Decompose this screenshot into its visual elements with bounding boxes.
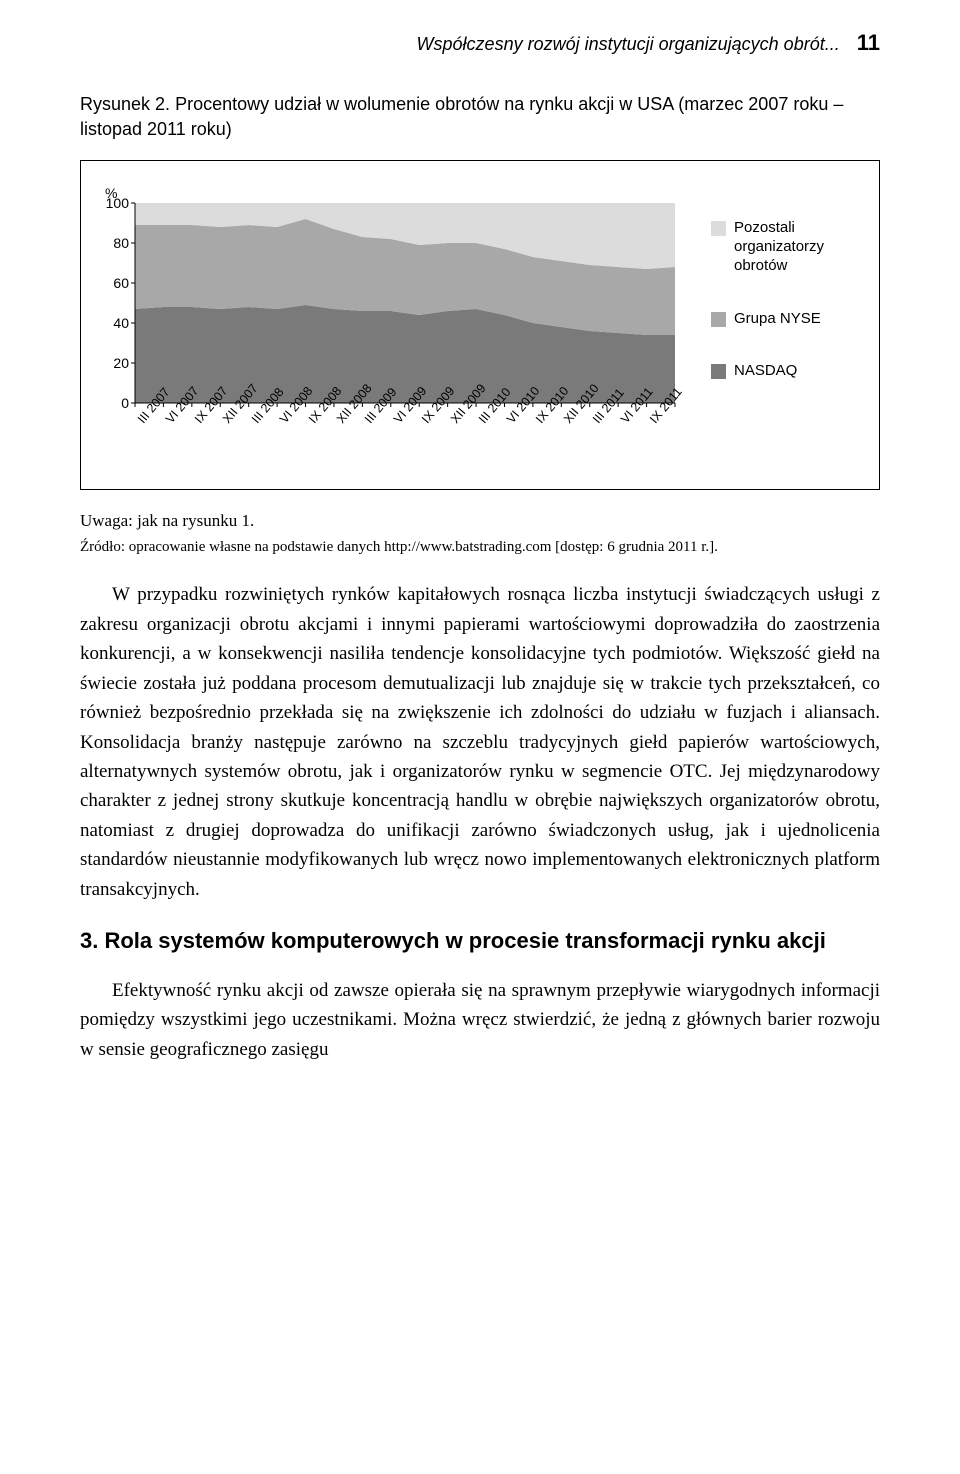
- figure-caption: Rysunek 2. Procentowy udział w wolumenie…: [80, 92, 880, 142]
- y-tick-label: 0: [99, 395, 129, 411]
- x-axis-labels: III 2007 VI 2007 IX 2007 XII 2007 III 2008 VI…: [135, 417, 675, 471]
- stacked-area-chart: [135, 203, 675, 409]
- x-tick-label: VI 2008: [277, 417, 288, 426]
- running-header: Współczesny rozwój instytucji organizują…: [80, 30, 880, 56]
- legend-label: NASDAQ: [734, 362, 797, 381]
- y-tick-label: 40: [99, 315, 129, 331]
- legend-label: Pozostali organizatorzy obrotów: [734, 219, 861, 275]
- legend-item-Others: Pozostali organizatorzy obrotów: [711, 219, 861, 275]
- x-tick-label: III 2008: [249, 417, 260, 426]
- x-tick-label: XII 2008: [334, 417, 345, 426]
- x-tick-label: III 2010: [476, 417, 487, 426]
- chart-plot-area: % 0 20 40 60 80 100 III 2007 VI 2007 IX 2007 XII…: [99, 185, 683, 471]
- x-tick-label: III 2007: [135, 417, 146, 426]
- page-number: 11: [857, 30, 880, 55]
- y-axis-unit: %: [105, 185, 683, 201]
- x-tick-label: IX 2007: [192, 417, 203, 426]
- x-tick-label: IX 2010: [533, 417, 544, 426]
- section-number: 3.: [80, 928, 98, 953]
- y-tick-label: 80: [99, 235, 129, 251]
- figure-note: Uwaga: jak na rysunku 1.: [80, 508, 880, 534]
- x-tick-label: IX 2008: [306, 417, 317, 426]
- legend-item-NASDAQ: NASDAQ: [711, 362, 861, 381]
- x-tick-label: III 2011: [590, 417, 601, 426]
- x-tick-label: XII 2009: [448, 417, 459, 426]
- x-tick-label: VI 2007: [163, 417, 174, 426]
- x-tick-label: IX 2011: [647, 417, 658, 426]
- x-tick-label: IX 2009: [419, 417, 430, 426]
- legend-swatch: [711, 312, 726, 327]
- body-paragraph-1: W przypadku rozwiniętych rynków kapitało…: [80, 580, 880, 904]
- body-paragraph-2: Efektywność rynku akcji od zawsze opiera…: [80, 976, 880, 1064]
- running-title: Współczesny rozwój instytucji organizują…: [417, 34, 840, 54]
- x-tick-label: III 2009: [362, 417, 373, 426]
- figure-caption-text: Procentowy udział w wolumenie obrotów na…: [80, 94, 843, 139]
- x-tick-label: XII 2007: [220, 417, 231, 426]
- chart-legend: Pozostali organizatorzy obrotów Grupa NYS…: [711, 185, 861, 381]
- figure-source: Źródło: opracowanie własne na podstawie …: [80, 536, 880, 559]
- x-tick-label: VI 2009: [391, 417, 402, 426]
- x-tick-label: VI 2010: [504, 417, 515, 426]
- x-tick-label: VI 2011: [618, 417, 629, 426]
- x-tick-label: XII 2010: [561, 417, 572, 426]
- legend-label: Grupa NYSE: [734, 310, 821, 329]
- y-tick-label: 20: [99, 355, 129, 371]
- y-tick-label: 100: [99, 195, 129, 211]
- legend-swatch: [711, 364, 726, 379]
- legend-swatch: [711, 221, 726, 236]
- y-tick-label: 60: [99, 275, 129, 291]
- chart-container: % 0 20 40 60 80 100 III 2007 VI 2007 IX 2007 XII…: [80, 160, 880, 490]
- figure-label: Rysunek 2.: [80, 94, 170, 114]
- legend-item-NYSE: Grupa NYSE: [711, 310, 861, 329]
- section-heading: 3. Rola systemów komputerowych w procesi…: [104, 926, 880, 956]
- section-title: Rola systemów komputerowych w procesie t…: [104, 928, 825, 953]
